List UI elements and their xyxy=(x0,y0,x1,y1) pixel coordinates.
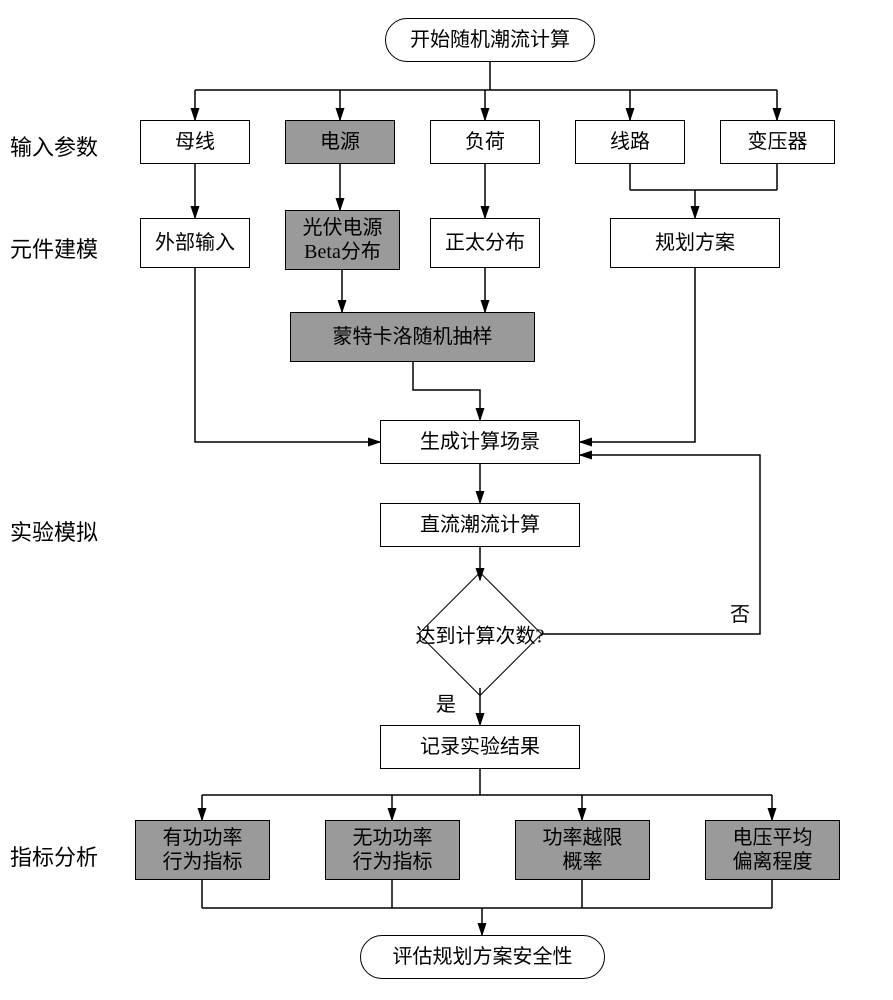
node-monte: 蒙特卡洛随机抽样 xyxy=(290,312,535,362)
node-bus: 母线 xyxy=(140,120,250,164)
node-ext-input: 外部输入 xyxy=(140,218,250,268)
node-dc-flow: 直流潮流计算 xyxy=(380,503,580,547)
node-record: 记录实验结果 xyxy=(380,725,580,769)
node-transformer: 变压器 xyxy=(720,120,835,164)
node-line: 线路 xyxy=(575,120,685,164)
node-decision: 达到计算次数? xyxy=(436,590,524,678)
node-eval-text: 评估规划方案安全性 xyxy=(393,945,573,969)
branch-no: 否 xyxy=(730,598,750,627)
node-normal-text: 正太分布 xyxy=(445,231,525,255)
label-index-analysis: 指标分析 xyxy=(10,840,98,872)
node-idx-p: 有功功率行为指标 xyxy=(135,820,270,880)
node-pv-beta: 光伏电源Beta分布 xyxy=(285,210,400,270)
node-idx-over: 功率越限概率 xyxy=(515,820,650,880)
node-idx-v: 电压平均偏离程度 xyxy=(705,820,840,880)
node-transformer-text: 变压器 xyxy=(748,130,808,154)
branch-yes: 是 xyxy=(436,688,456,717)
node-plan: 规划方案 xyxy=(610,218,780,268)
node-idx-q-text: 无功功率行为指标 xyxy=(353,826,433,874)
node-idx-q: 无功功率行为指标 xyxy=(325,820,460,880)
node-gen-scene-text: 生成计算场景 xyxy=(420,430,540,454)
node-decision-text: 达到计算次数? xyxy=(398,620,562,649)
node-start-text: 开始随机潮流计算 xyxy=(410,28,570,52)
node-eval: 评估规划方案安全性 xyxy=(360,935,605,979)
node-idx-p-text: 有功功率行为指标 xyxy=(163,826,243,874)
node-monte-text: 蒙特卡洛随机抽样 xyxy=(333,325,493,349)
node-dc-flow-text: 直流潮流计算 xyxy=(420,513,540,537)
node-idx-over-text: 功率越限概率 xyxy=(543,826,623,874)
node-gen-scene: 生成计算场景 xyxy=(380,420,580,464)
node-load: 负荷 xyxy=(430,120,540,164)
node-start: 开始随机潮流计算 xyxy=(385,18,595,62)
node-idx-v-text: 电压平均偏离程度 xyxy=(733,826,813,874)
node-line-text: 线路 xyxy=(610,130,650,154)
node-record-text: 记录实验结果 xyxy=(420,735,540,759)
label-component-model: 元件建模 xyxy=(10,232,98,264)
label-experiment-sim: 实验模拟 xyxy=(10,515,98,547)
node-pv-beta-text: 光伏电源Beta分布 xyxy=(303,216,383,264)
node-source-text: 电源 xyxy=(320,130,360,154)
node-source: 电源 xyxy=(285,120,395,164)
node-ext-input-text: 外部输入 xyxy=(155,231,235,255)
node-normal: 正太分布 xyxy=(430,218,540,268)
node-plan-text: 规划方案 xyxy=(655,231,735,255)
label-input-params: 输入参数 xyxy=(10,130,98,162)
node-load-text: 负荷 xyxy=(465,130,505,154)
node-bus-text: 母线 xyxy=(175,130,215,154)
